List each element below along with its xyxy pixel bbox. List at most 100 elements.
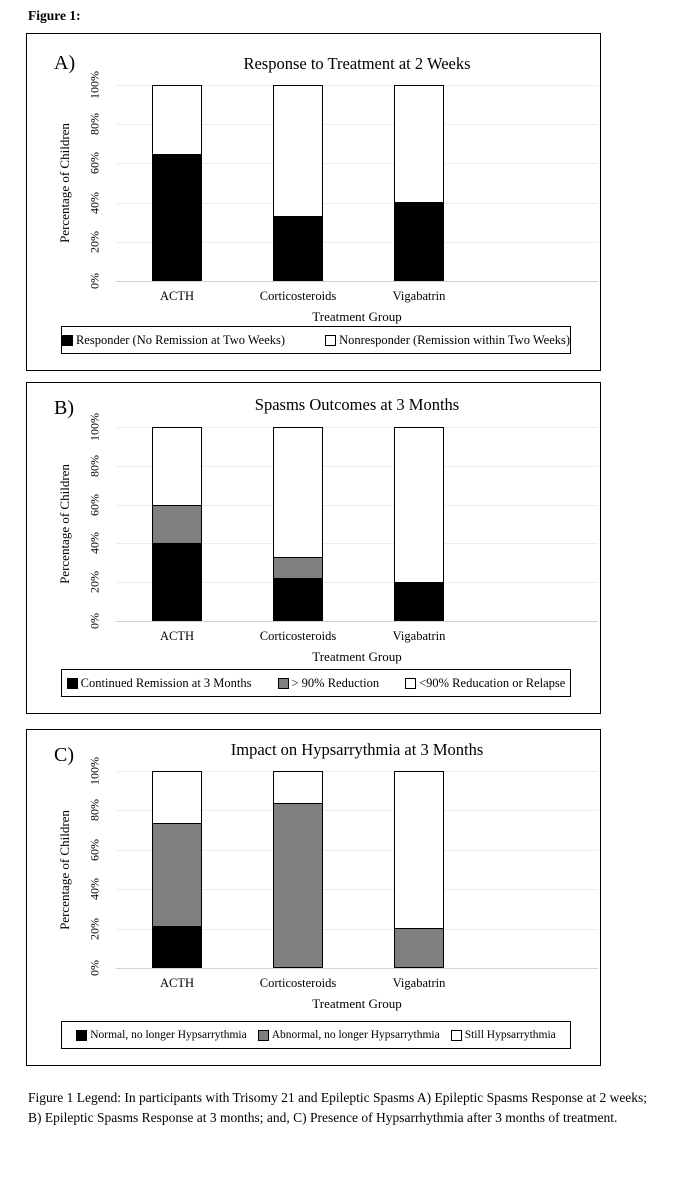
y-axis-title: Percentage of Children: [57, 123, 72, 243]
panel-letter-label: C): [54, 744, 74, 766]
x-axis-line: [116, 968, 598, 969]
chart-title: Response to Treatment at 2 Weeks: [243, 54, 471, 73]
legend-marker: [76, 1029, 88, 1041]
legend-label: Nonresponder (Remission within Two Weeks…: [339, 332, 571, 347]
legend-item: Still Hypsarrythmia: [450, 1029, 556, 1041]
chart-panel-a: A) Response to Treatment at 2 Weeks Percen…: [26, 33, 601, 371]
bar-segment: [395, 86, 443, 203]
y-tick-label: 0%: [87, 960, 102, 976]
x-tick-label: Corticosteroids: [259, 629, 337, 643]
legend-item: Abnormal, no longer Hypsarrythmia: [257, 1029, 440, 1041]
legend-label: <90% Reducation or Relapse: [419, 675, 566, 690]
panel-letter-label: B): [54, 397, 74, 419]
legend-marker: [257, 1029, 269, 1041]
chart-title: Spasms Outcomes at 3 Months: [254, 395, 460, 414]
gridline: [116, 85, 598, 86]
y-tick-label: 20%: [87, 917, 102, 940]
chart-panel-b: B) Spasms Outcomes at 3 Months Percentage …: [26, 382, 601, 714]
legend-marker: [61, 334, 73, 346]
legend-marker: [325, 334, 337, 346]
bar-segment: [395, 428, 443, 582]
y-tick-label: 80%: [87, 799, 102, 822]
bar-acth: [152, 85, 202, 281]
bar-segment: [153, 543, 201, 620]
legend-marker: [450, 1029, 462, 1041]
gridline: [116, 771, 598, 772]
y-tick-label: 0%: [87, 273, 102, 289]
y-tick-label: 60%: [87, 493, 102, 516]
bar-segment: [153, 772, 201, 823]
bar-acth: [152, 771, 202, 968]
x-tick-label: ACTH: [159, 976, 195, 990]
legend-marker: [277, 677, 289, 689]
x-tick-label: Vigabatrin: [392, 976, 446, 990]
bar-segment: [153, 926, 201, 967]
x-tick-label: Vigabatrin: [392, 289, 446, 303]
gridline: [116, 889, 598, 891]
bar-corticosteroids: [273, 85, 323, 281]
legend: Responder (No Remission at Two Weeks) Non…: [61, 326, 571, 354]
x-tick-label: ACTH: [159, 289, 195, 303]
y-tick-label: 40%: [87, 878, 102, 901]
legend-label: > 90% Reduction: [291, 675, 380, 690]
y-tick-label: 40%: [87, 191, 102, 214]
gridline: [116, 124, 598, 126]
legend: Normal, no longer Hypsarrythmia Abnormal,…: [61, 1021, 571, 1049]
gridline: [116, 928, 598, 930]
y-tick-label: 40%: [87, 532, 102, 555]
bar-segment: [153, 86, 201, 154]
bar-vigabatrin: [394, 771, 444, 968]
gridline: [116, 810, 598, 812]
gridline: [116, 582, 598, 584]
figure-caption: Figure 1 Legend: In participants with Tr…: [28, 1090, 648, 1126]
bar-vigabatrin: [394, 427, 444, 621]
x-axis-title: Treatment Group: [312, 996, 402, 1011]
bar-acth: [152, 427, 202, 621]
legend-label: Responder (No Remission at Two Weeks): [75, 332, 286, 347]
x-axis-line: [116, 281, 598, 282]
x-tick-label: Vigabatrin: [392, 629, 446, 643]
legend-marker: [66, 677, 78, 689]
legend-label: Still Hypsarrythmia: [464, 1029, 556, 1041]
bar-segment: [274, 803, 322, 967]
legend-label: Normal, no longer Hypsarrythmia: [90, 1029, 247, 1041]
gridline: [116, 241, 598, 243]
gridline: [116, 202, 598, 204]
chart-title: Impact on Hypsarrythmia at 3 Months: [230, 740, 484, 759]
bar-segment: [274, 428, 322, 557]
bar-segment: [274, 577, 322, 620]
legend-item: Continued Remission at 3 Months: [66, 676, 252, 691]
bar-segment: [153, 153, 201, 280]
gridline: [116, 465, 598, 467]
legend-item: > 90% Reduction: [277, 675, 380, 691]
bar-segment: [395, 581, 443, 620]
bar-segment: [395, 772, 443, 928]
y-tick-label: 60%: [87, 152, 102, 175]
legend-item: Nonresponder (Remission within Two Weeks…: [325, 333, 570, 348]
bar-corticosteroids: [273, 427, 323, 621]
gridline: [116, 427, 598, 428]
bar-corticosteroids: [273, 771, 323, 968]
legend-item: Normal, no longer Hypsarrythmia: [76, 1029, 247, 1041]
y-tick-label: 20%: [87, 230, 102, 253]
y-tick-label: 100%: [87, 413, 102, 441]
x-tick-label: Corticosteroids: [259, 289, 337, 303]
y-tick-label: 20%: [87, 571, 102, 594]
chart-panel-c: C) Impact on Hypsarrythmia at 3 Months Per…: [26, 729, 601, 1066]
panel-letter-label: A): [54, 52, 76, 74]
y-tick-label: 100%: [87, 71, 102, 99]
bar-segment: [153, 822, 201, 927]
y-axis-title: Percentage of Children: [57, 464, 72, 584]
bar-segment: [274, 772, 322, 804]
legend-marker: [405, 677, 417, 689]
bar-segment: [153, 504, 201, 544]
bar-segment: [395, 202, 443, 280]
gridline: [116, 163, 598, 165]
legend-item: <90% Reducation or Relapse: [405, 676, 565, 691]
gridline: [116, 504, 598, 506]
x-axis-line: [116, 621, 598, 622]
y-axis-title: Percentage of Children: [57, 809, 72, 930]
x-tick-label: ACTH: [159, 629, 195, 643]
bar-segment: [274, 556, 322, 578]
